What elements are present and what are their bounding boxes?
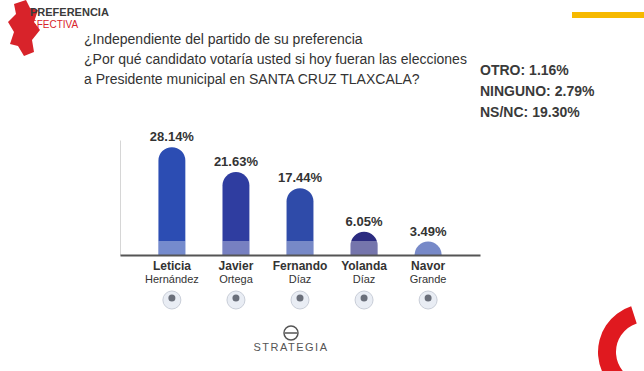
title: ¿Independiente del partido de su prefere…	[84, 31, 363, 47]
data-label: 21.63%	[214, 154, 259, 169]
bar	[351, 232, 378, 255]
bar	[287, 188, 314, 255]
data-label: 6.05%	[346, 214, 383, 229]
y-axis	[120, 141, 121, 256]
other-label: OTRO:	[480, 62, 525, 78]
bar-base-highlight	[287, 241, 314, 255]
candidate-photo-head	[168, 295, 175, 302]
x-tick-label-line: Ortega	[219, 273, 254, 285]
subtitle-line: ¿Por qué candidato votaría usted si hoy …	[84, 51, 467, 67]
x-tick: FernandoDíaz	[273, 255, 328, 285]
candidate-photo	[291, 291, 309, 309]
data-label: 17.44%	[278, 170, 323, 185]
x-axis-line	[121, 255, 481, 257]
candidate-photo	[419, 291, 437, 309]
x-tick-label-line: Yolanda	[341, 259, 387, 273]
footer-text: STRATEGIA	[253, 341, 328, 353]
data-label: 28.14%	[150, 129, 195, 144]
y-axis-line	[120, 141, 121, 256]
x-tick-label: NavorGrande	[410, 259, 447, 285]
footer-logo-mark	[285, 332, 297, 334]
bar	[415, 242, 442, 255]
x-tick-label-line: Díaz	[289, 273, 312, 285]
bar-base-highlight	[222, 241, 249, 255]
x-tick-label: JavierOrtega	[219, 259, 254, 285]
x-tick-label-line: Navor	[411, 259, 445, 273]
candidate-photo	[355, 291, 373, 309]
bar-base-highlight	[415, 241, 442, 255]
chart-container: PREFERENCIAEFECTIVA ¿Independiente del pa…	[0, 0, 644, 371]
x-axis: LeticiaHernándezJavierOrtegaFernandoDíaz…	[121, 255, 481, 285]
x-tick: YolandaDíaz	[341, 255, 387, 285]
x-tick-label: LeticiaHernández	[145, 259, 199, 285]
other-label: NINGUNO:	[480, 83, 551, 99]
chart-svg: PREFERENCIAEFECTIVA ¿Independiente del pa…	[0, 0, 644, 371]
candidate-photo-head	[297, 295, 304, 302]
accent-bar	[572, 12, 644, 18]
x-tick: JavierOrtega	[219, 255, 254, 285]
x-tick: NavorGrande	[410, 255, 447, 285]
logo-text: PREFERENCIA	[30, 6, 109, 18]
other-value: 19.30%	[532, 104, 580, 120]
other-label: NS/NC:	[480, 104, 528, 120]
x-tick-label-line: Díaz	[353, 273, 376, 285]
x-tick-label: YolandaDíaz	[341, 259, 387, 285]
logo-text: EFECTIVA	[30, 19, 78, 30]
accent-arc	[598, 306, 641, 371]
candidate-photo-head	[425, 295, 432, 302]
x-tick-label-line: Grande	[410, 273, 447, 285]
candidate-photo	[163, 291, 181, 309]
other-response: NS/NC:19.30%	[480, 104, 580, 120]
bar-base-highlight	[351, 241, 378, 255]
x-tick: LeticiaHernández	[145, 255, 199, 285]
bar	[158, 147, 185, 255]
x-tick-label-line: Fernando	[273, 259, 328, 273]
subtitle: ¿Por qué candidato votaría usted si hoy …	[84, 51, 467, 87]
data-label: 3.49%	[410, 224, 447, 239]
candidate-photo-head	[232, 295, 239, 302]
other-response: NINGUNO:2.79%	[480, 83, 595, 99]
x-tick-label-line: Leticia	[153, 259, 191, 273]
other-response: OTRO:1.16%	[480, 62, 569, 78]
subtitle-line: a Presidente municipal en SANTA CRUZ TLA…	[84, 71, 420, 87]
x-tick-label-line: Javier	[219, 259, 254, 273]
other-value: 2.79%	[555, 83, 595, 99]
x-tick-label-line: Hernández	[145, 273, 199, 285]
candidate-photo-head	[361, 295, 368, 302]
footer-logo-mark	[284, 326, 298, 340]
bars	[158, 147, 441, 255]
x-tick-label: FernandoDíaz	[273, 259, 328, 285]
bar-base-highlight	[158, 241, 185, 255]
bar	[222, 172, 249, 255]
candidate-photo	[227, 291, 245, 309]
other-value: 1.16%	[529, 62, 569, 78]
